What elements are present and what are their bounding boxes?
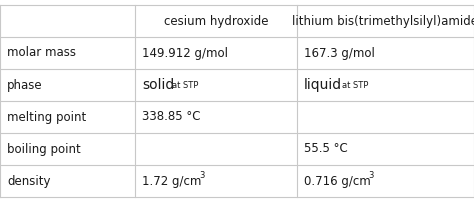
Text: liquid: liquid bbox=[304, 78, 342, 92]
Text: density: density bbox=[7, 175, 51, 187]
Text: melting point: melting point bbox=[7, 110, 86, 123]
Text: at STP: at STP bbox=[342, 81, 368, 89]
Text: 167.3 g/mol: 167.3 g/mol bbox=[304, 46, 375, 60]
Text: 3: 3 bbox=[199, 171, 204, 181]
Text: molar mass: molar mass bbox=[7, 46, 76, 60]
Text: 149.912 g/mol: 149.912 g/mol bbox=[142, 46, 228, 60]
Text: 55.5 °C: 55.5 °C bbox=[304, 142, 348, 156]
Text: lithium bis(trimethylsilyl)amide: lithium bis(trimethylsilyl)amide bbox=[292, 15, 474, 27]
Text: at STP: at STP bbox=[172, 81, 199, 89]
Text: cesium hydroxide: cesium hydroxide bbox=[164, 15, 268, 27]
Text: 1.72 g/cm: 1.72 g/cm bbox=[142, 175, 201, 187]
Text: 338.85 °C: 338.85 °C bbox=[142, 110, 201, 123]
Text: 3: 3 bbox=[368, 171, 374, 181]
Text: boiling point: boiling point bbox=[7, 142, 81, 156]
Text: phase: phase bbox=[7, 79, 43, 92]
Text: solid: solid bbox=[142, 78, 174, 92]
Text: 0.716 g/cm: 0.716 g/cm bbox=[304, 175, 371, 187]
